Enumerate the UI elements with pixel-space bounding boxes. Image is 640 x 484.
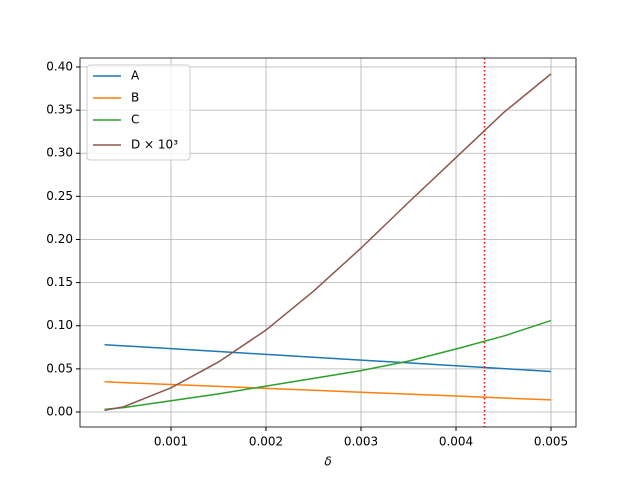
series-line (104, 73, 552, 412)
axes-frame (79, 57, 577, 428)
series-line (104, 343, 552, 373)
legend-label: C (131, 113, 139, 127)
legend-box (86, 64, 191, 161)
x-axis-label: δ (324, 455, 331, 469)
y-tick-label: 0.40 (46, 59, 73, 73)
x-tick-label: 0.003 (344, 435, 378, 449)
y-tick-label: 0.30 (46, 146, 73, 160)
x-tick-label: 0.004 (439, 435, 473, 449)
x-tick-label: 0.002 (249, 435, 283, 449)
y-tick-label: 0.20 (46, 232, 73, 246)
y-tick-label: 0.25 (46, 189, 73, 203)
y-tick-label: 0.35 (46, 103, 73, 117)
series-line (104, 319, 552, 411)
y-tick-label: 0.10 (46, 318, 73, 332)
y-tick-label: 0.05 (46, 361, 73, 375)
y-tick-label: 0.15 (46, 275, 73, 289)
x-tick-label: 0.001 (154, 435, 188, 449)
series-line (104, 381, 552, 401)
legend-label: B (131, 91, 139, 105)
x-tick-label: 0.005 (534, 435, 568, 449)
legend-label: A (131, 69, 140, 83)
legend-label: D × 10³ (131, 138, 178, 152)
y-tick-label: 0.00 (46, 404, 73, 418)
